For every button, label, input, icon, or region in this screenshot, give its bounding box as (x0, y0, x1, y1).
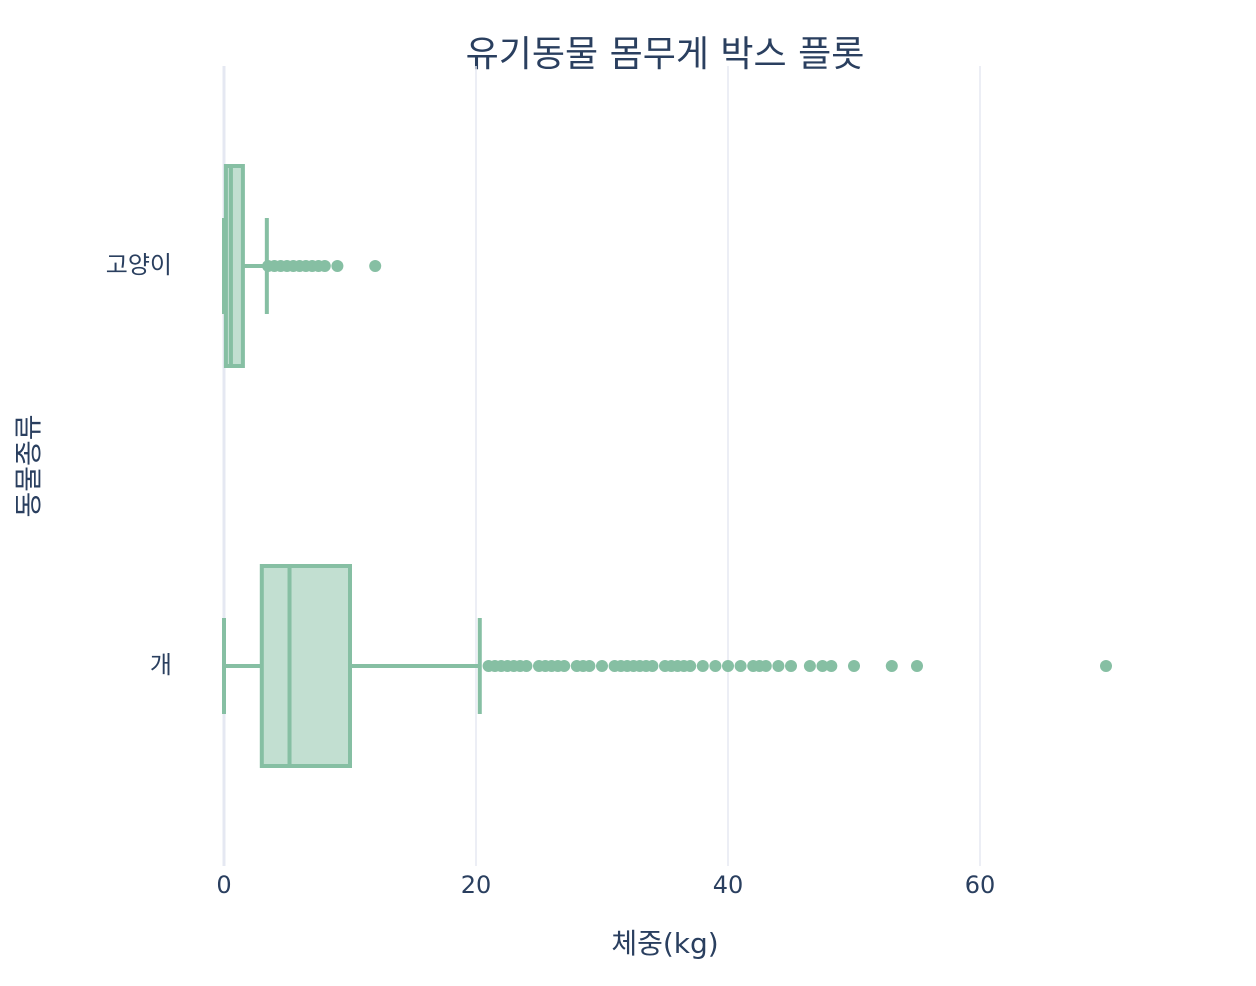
outlier (848, 660, 860, 672)
outlier (785, 660, 797, 672)
outlier (596, 660, 608, 672)
outlier (583, 660, 596, 672)
outlier (646, 660, 659, 672)
outlier (772, 660, 785, 672)
box (223, 164, 245, 368)
outlier (369, 260, 382, 272)
outlier (520, 660, 533, 672)
outlier (911, 660, 923, 672)
y-tick-label: 개 (150, 651, 172, 679)
outlier (722, 660, 734, 672)
outlier (1100, 660, 1112, 672)
box (259, 564, 352, 768)
chart-title: 유기동물 몸무게 박스 플롯 (466, 34, 865, 75)
x-axis-label: 체중(kg) (611, 927, 718, 960)
x-tick-label: 0 (216, 871, 231, 899)
outlier (331, 260, 344, 272)
outlier (816, 660, 829, 672)
outlier (734, 660, 747, 672)
x-tick-label: 40 (713, 871, 744, 899)
outlier (803, 660, 816, 672)
x-tick-label: 60 (965, 871, 996, 899)
outlier (558, 660, 571, 672)
y-axis-label: 동물종류 (12, 414, 45, 517)
x-tick-label: 20 (461, 871, 492, 899)
outlier (759, 660, 772, 672)
outlier (318, 260, 331, 272)
outlier (825, 660, 838, 672)
outlier (709, 660, 722, 672)
outlier (885, 660, 898, 672)
outlier (696, 660, 709, 672)
y-tick-label: 고양이 (106, 251, 172, 279)
outlier (684, 660, 697, 672)
